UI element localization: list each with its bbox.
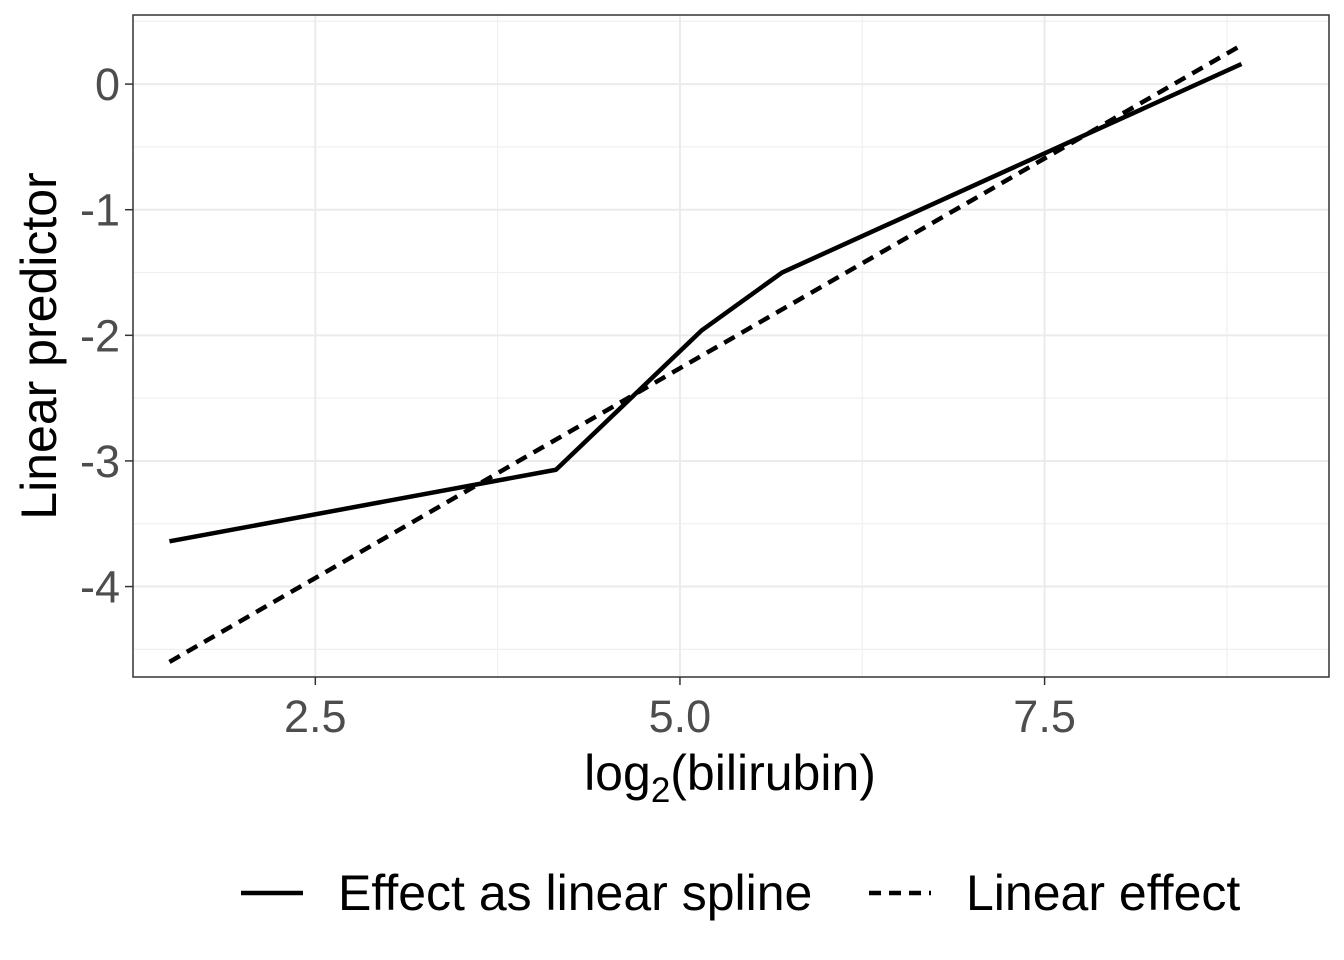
x-tick-label: 2.5 xyxy=(284,691,347,742)
panel-border xyxy=(132,14,1330,678)
series-layer xyxy=(168,43,1243,664)
series-line-linear xyxy=(168,43,1243,664)
x-axis-title-rest: (bilirubin) xyxy=(670,745,876,801)
legend-label-linear: Linear effect xyxy=(966,865,1240,921)
y-tick-label: -2 xyxy=(80,310,120,361)
x-axis-title-subscript: 2 xyxy=(651,771,670,810)
series-line-spline xyxy=(169,61,1243,544)
y-tick-labels: 0 -1 -2 -3 -4 xyxy=(80,59,120,612)
y-tick-label: -4 xyxy=(80,562,120,613)
x-tick-labels: 2.5 5.0 7.5 xyxy=(284,691,1076,742)
y-tick-label: -1 xyxy=(80,185,120,236)
axis-ticks xyxy=(125,83,1046,685)
major-grid xyxy=(133,15,1329,677)
x-axis-title: log2(bilirubin) xyxy=(584,745,876,810)
y-axis-title: Linear predictor xyxy=(11,172,67,519)
legend: Effect as linear spline Linear effect xyxy=(241,865,1240,921)
x-tick-label: 5.0 xyxy=(649,691,712,742)
x-axis-title-base: log xyxy=(584,745,651,801)
minor-grid xyxy=(133,15,1329,677)
y-tick-label: -3 xyxy=(80,436,120,487)
y-tick-label: 0 xyxy=(95,59,120,110)
x-tick-label: 7.5 xyxy=(1013,691,1076,742)
legend-label-spline: Effect as linear spline xyxy=(338,865,812,921)
